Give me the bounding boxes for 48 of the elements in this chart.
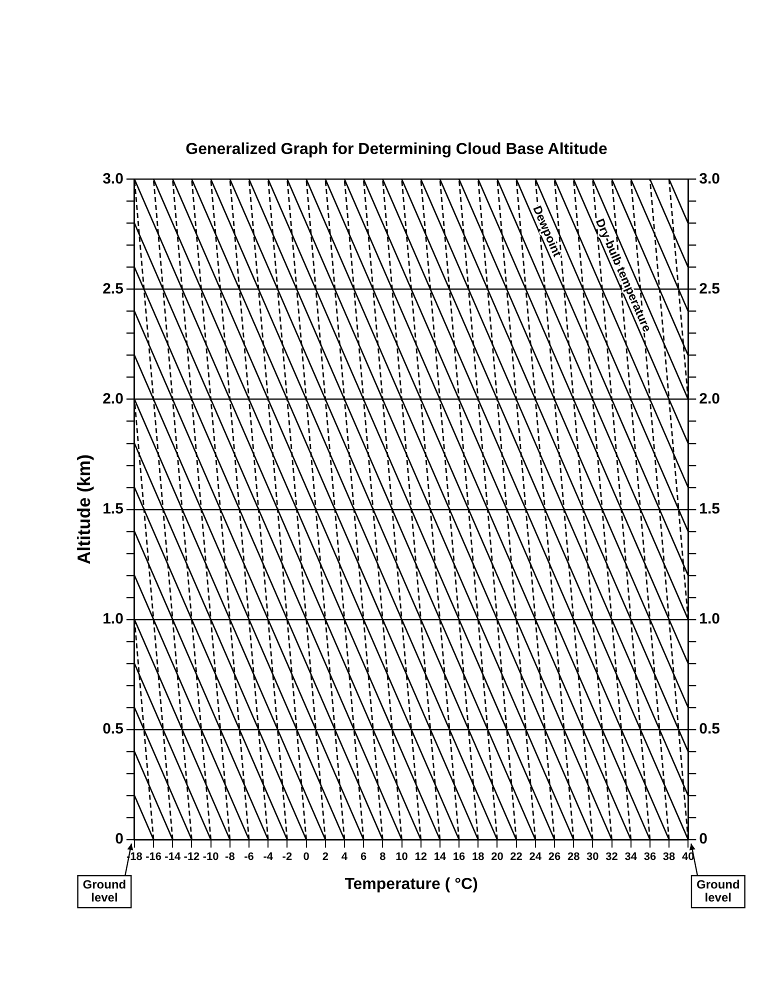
x-tick-label: 38 — [662, 851, 676, 864]
x-tick-label: 34 — [624, 851, 638, 864]
y2-tick-label: 0.5 — [699, 720, 720, 738]
x-tick-label: 22 — [510, 851, 522, 864]
x-tick-label: 36 — [644, 851, 656, 864]
x-tick-label: -8 — [225, 851, 235, 864]
y-tick-label: 2.0 — [102, 390, 124, 408]
y-tick-label: 3.0 — [102, 170, 124, 188]
x-tick-label: -10 — [202, 851, 219, 864]
x-tick-label: 20 — [491, 851, 504, 864]
x-tick-label: -2 — [282, 851, 292, 864]
x-tick-label: -14 — [164, 851, 182, 864]
x-tick-label: -6 — [244, 851, 254, 864]
y2-tick-label: 3.0 — [699, 170, 720, 188]
x-tick-label: 26 — [548, 851, 561, 864]
y2-tick-label: 2.5 — [699, 280, 720, 298]
chart-title: Generalized Graph for Determining Cloud Base Altitude — [186, 141, 608, 158]
x-tick-label: 32 — [606, 851, 618, 864]
y2-tick-label: 0 — [699, 830, 708, 848]
x-tick-label: 6 — [360, 851, 367, 864]
x-tick-label: 16 — [452, 851, 466, 864]
y-tick-label: 1.0 — [102, 610, 124, 628]
text: Ground level — [82, 877, 126, 904]
x-tick-label: 30 — [586, 851, 599, 864]
x-tick-label: 28 — [567, 851, 580, 864]
y2-tick-label: 2.0 — [699, 390, 720, 408]
y-axis-title: Altitude (km) — [74, 454, 94, 564]
x-tick-label: -4 — [263, 851, 274, 864]
x-tick-label: 24 — [529, 851, 542, 864]
x-axis-title: Temperature ( °C) — [344, 876, 478, 893]
x-tick-label: -16 — [146, 851, 162, 864]
x-tick-label: 8 — [380, 851, 386, 864]
x-tick-label: -12 — [184, 851, 200, 864]
x-tick-label: 40 — [682, 851, 694, 864]
x-tick-label: 10 — [396, 851, 408, 864]
y-tick-label: 0 — [115, 830, 124, 848]
x-tick-label: 18 — [472, 851, 484, 864]
y2-tick-label: 1.5 — [699, 500, 720, 518]
y-tick-label: 0.5 — [102, 720, 124, 738]
y2-tick-label: 1.0 — [699, 610, 720, 628]
x-tick-label: 14 — [434, 851, 447, 864]
x-tick-label: 0 — [303, 851, 310, 864]
x-tick-label: 4 — [341, 851, 348, 864]
y-tick-label: 2.5 — [102, 280, 124, 298]
x-tick-label: 12 — [414, 851, 427, 864]
y-tick-label: 1.5 — [102, 500, 124, 518]
x-tick-label: 2 — [322, 851, 328, 864]
text: Ground level — [696, 877, 740, 904]
